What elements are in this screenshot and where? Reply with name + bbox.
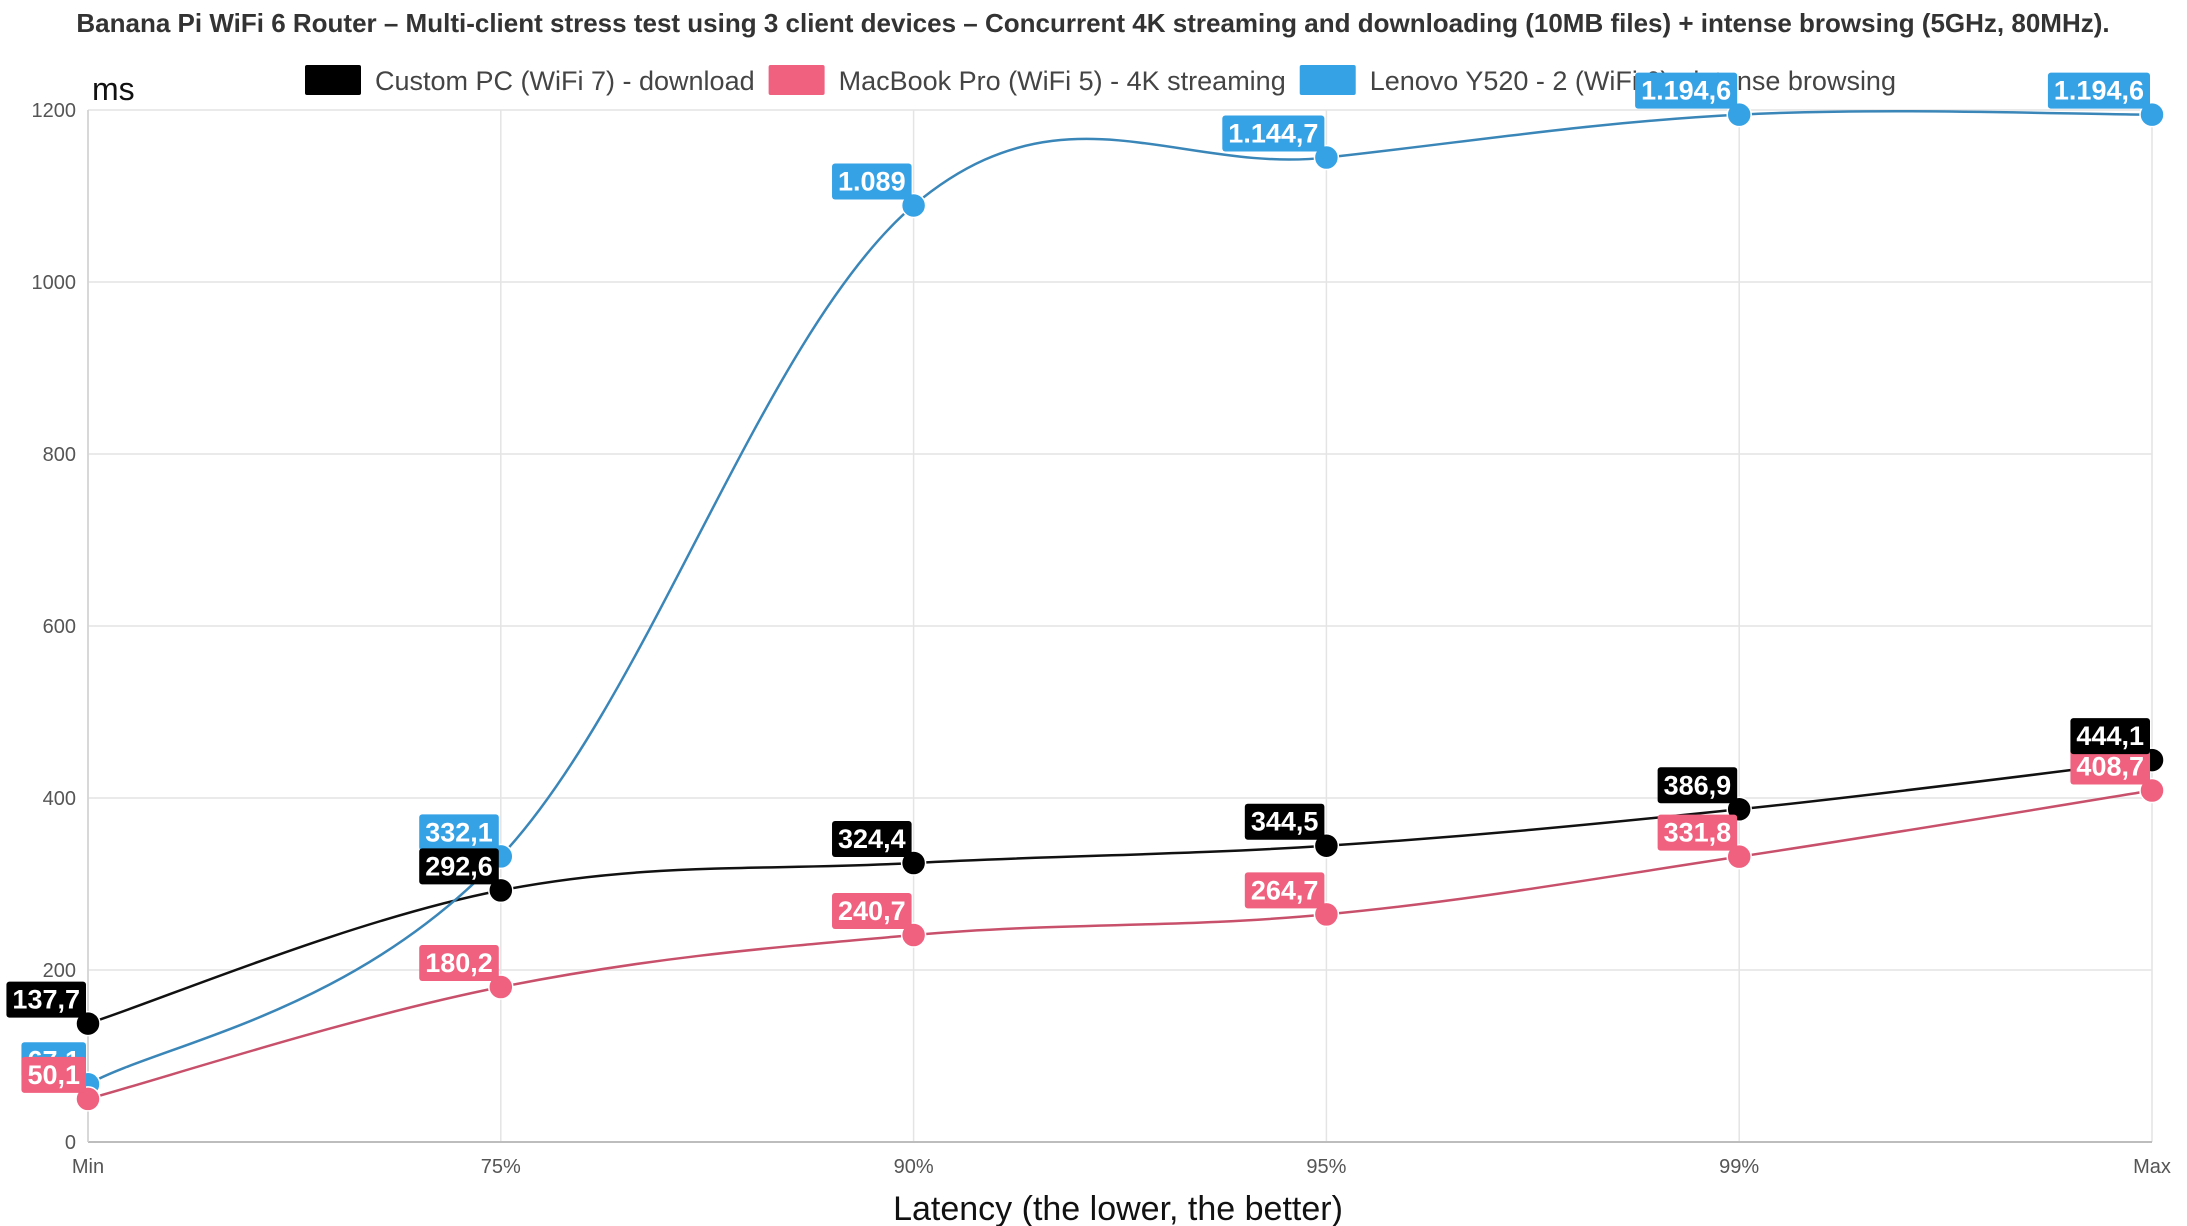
x-tick-label-90: 90% [894,1156,934,1178]
data-label-s2-75: 332,1 [419,814,499,851]
y-tick-label-1000: 1000 [32,272,77,294]
data-labels: 67,1332,11.0891.144,71.194,61.194,650,11… [6,72,2150,1093]
chart-title: Banana Pi WiFi 6 Router – Multi-client s… [76,8,2109,38]
y-tick-label-600: 600 [43,616,76,638]
series-line-2 [87,109,2153,1086]
y-axis-ticks: 0 200 400 600 800 1000 1200 [32,100,77,1154]
data-label-s0-90: 324,4 [832,821,912,858]
legend-label-2: Lenovo Y520 - 2 (WiFi 6) - intense brows… [1370,66,1896,96]
y-tick-label-800: 800 [43,444,76,466]
x-axis-ticks: Min 75% 90% 95% 99% Max [72,1156,2171,1178]
y-tick-label-0: 0 [65,1132,76,1154]
series-line-0 [87,758,2153,1025]
legend-swatch-0 [305,65,361,95]
data-label-s1-75: 180,2 [419,945,499,982]
data-label-s2-max: 1.194,6 [2047,72,2150,109]
data-label-s1-min: 50,1 [21,1056,86,1093]
y-tick-label-200: 200 [43,960,76,982]
svg-text:332,1: 332,1 [425,817,493,847]
data-label-s1-99: 331,8 [1657,814,1738,851]
x-tick-label-75: 75% [481,1156,521,1178]
legend-label-0: Custom PC (WiFi 7) - download [375,66,755,96]
legend-swatch-2 [1299,65,1356,95]
series-line-1 [87,789,2153,1101]
data-label-s2-90: 1.089 [832,163,912,200]
svg-text:331,8: 331,8 [1664,818,1732,848]
svg-text:240,7: 240,7 [838,896,906,926]
data-label-s1-90: 240,7 [832,892,912,929]
svg-text:324,4: 324,4 [838,824,906,854]
data-label-s1-95: 264,7 [1244,872,1325,909]
svg-text:180,2: 180,2 [425,948,493,978]
series-points [75,101,2165,1112]
data-label-s0-99: 386,9 [1657,767,1738,804]
data-label-s2-99: 1.194,6 [1635,72,1738,109]
svg-text:50,1: 50,1 [27,1060,80,1090]
svg-text:1.194,6: 1.194,6 [1641,76,1731,106]
svg-text:1.144,7: 1.144,7 [1228,119,1318,149]
data-label-s2-95: 1.144,7 [1222,115,1325,152]
legend: Custom PC (WiFi 7) - download MacBook Pro… [305,65,1896,96]
x-axis-label: Latency (the lower, the better) [893,1190,1343,1226]
svg-text:386,9: 386,9 [1664,770,1732,800]
svg-text:344,5: 344,5 [1251,807,1319,837]
svg-text:1.194,6: 1.194,6 [2054,76,2144,106]
data-label-s0-max: 444,1 [2070,718,2150,755]
data-label-s0-95: 344,5 [1244,803,1325,840]
x-tick-label-max: Max [2133,1156,2171,1178]
gridlines [87,109,2153,1143]
x-tick-label-min: Min [72,1156,104,1178]
legend-label-1: MacBook Pro (WiFi 5) - 4K streaming [839,66,1286,96]
legend-swatch-1 [768,65,825,95]
x-tick-label-99: 99% [1719,1156,1759,1178]
x-tick-label-95: 95% [1306,1156,1346,1178]
data-label-s1-max: 408,7 [2070,748,2150,785]
svg-text:444,1: 444,1 [2076,721,2144,751]
data-label-s0-75: 292,6 [419,848,499,885]
data-label-s0-min: 137,7 [6,981,86,1018]
svg-text:1.089: 1.089 [838,166,906,196]
svg-text:137,7: 137,7 [12,985,80,1015]
y-tick-label-1200: 1200 [32,100,77,122]
svg-text:292,6: 292,6 [425,851,493,881]
y-tick-label-400: 400 [43,788,76,810]
svg-text:264,7: 264,7 [1251,875,1319,905]
y-axis-unit-label: ms [92,71,135,107]
svg-text:408,7: 408,7 [2076,752,2144,782]
series-lines [87,109,2153,1101]
